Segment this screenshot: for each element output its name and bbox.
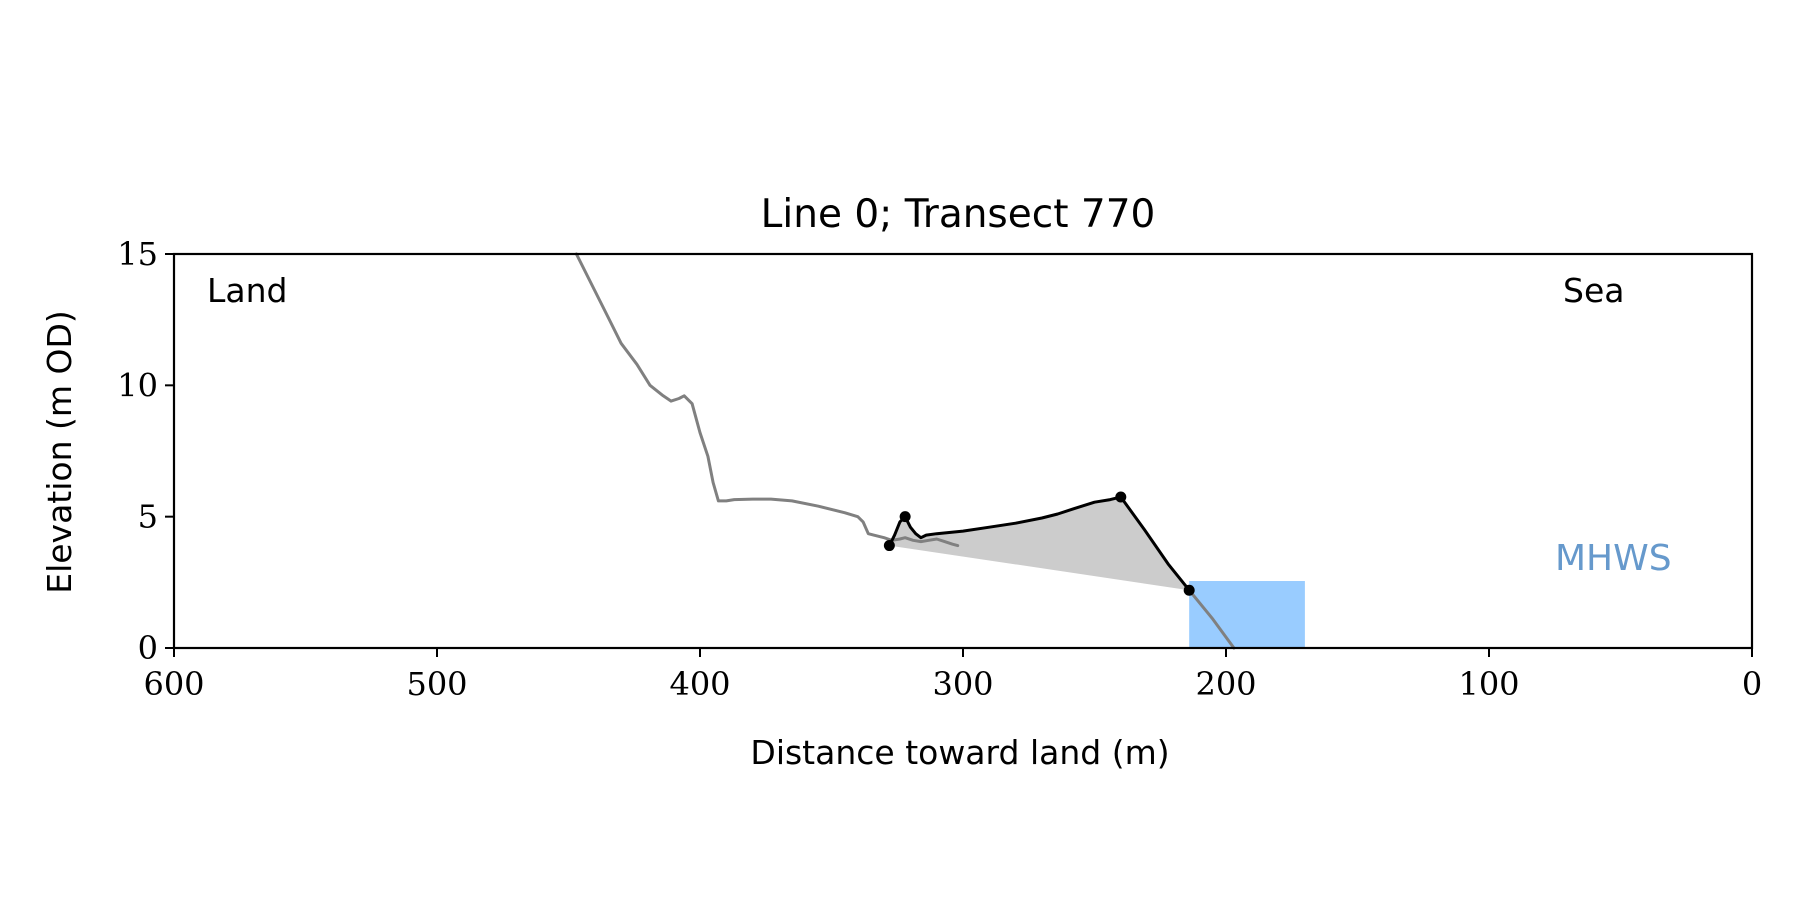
feature-marker-0 [883, 540, 895, 552]
y-tick-label-10: 10 [117, 366, 158, 404]
x-tick-label-200: 200 [1195, 665, 1256, 703]
profile-line [574, 252, 960, 548]
y-axis-label: Elevation (m OD) [40, 310, 79, 594]
x-tick-label-500: 500 [406, 665, 467, 703]
lines-layer [574, 252, 1236, 650]
x-tick-label-300: 300 [932, 665, 993, 703]
y-axis: 0 5 10 15 [117, 235, 174, 667]
y-tick-label-15: 15 [117, 235, 158, 273]
feature-marker-1 [899, 511, 911, 523]
plot-frame [172, 252, 1754, 650]
x-tick-label-100: 100 [1458, 665, 1519, 703]
x-axis-label: Distance toward land (m) [750, 733, 1169, 772]
feature-marker-3 [1183, 584, 1195, 596]
markers-layer [883, 491, 1195, 596]
y-tick-label-5: 5 [138, 498, 158, 536]
feature-fill-area [889, 497, 1190, 591]
x-tick-label-0: 0 [1742, 665, 1762, 703]
land-annotation: Land [207, 271, 287, 310]
x-axis: 600 500 400 300 200 100 0 [143, 648, 1762, 703]
chart-title: Line 0; Transect 770 [761, 192, 1156, 237]
x-tick-label-400: 400 [669, 665, 730, 703]
feature-marker-2 [1115, 491, 1127, 503]
x-tick-label-600: 600 [143, 665, 204, 703]
mhws-band-layer [1189, 581, 1305, 648]
fill-layer [889, 497, 1190, 591]
profile-line [1187, 588, 1236, 650]
mhws-annotation: MHWS [1555, 538, 1672, 579]
sea-annotation: Sea [1563, 271, 1624, 310]
mhws-band [1189, 581, 1305, 648]
y-tick-label-0: 0 [138, 629, 158, 667]
